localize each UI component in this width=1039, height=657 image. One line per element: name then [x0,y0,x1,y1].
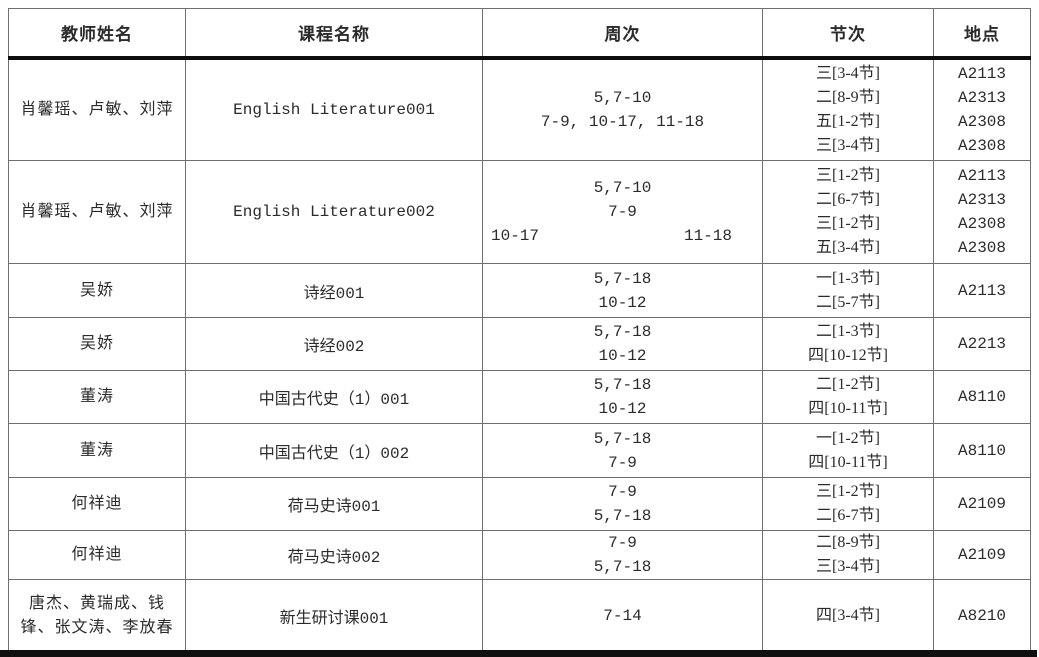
course-cell: English Literature002 [185,160,483,264]
header-row: 教师姓名 课程名称 周次 节次 地点 [8,8,1031,60]
column-header-periods: 节次 [762,8,934,60]
location-cell: A8210 [933,579,1031,653]
teacher-cell: 肖馨瑶、卢敏、刘萍 [8,57,186,161]
table-row: 董涛 中国古代史（1）002 5,7-18 7-9 一[1-2节] 四[10-11节… [8,423,1031,478]
weeks-cell: 5,7-18 10-12 [482,317,763,371]
periods-cell: 一[1-2节] 四[10-11节] [762,423,934,478]
location-cell: A2113 A2313 A2308 A2308 [933,57,1031,161]
table-header: 教师姓名 课程名称 周次 节次 地点 [8,8,1031,60]
teacher-cell: 何祥迪 [8,477,186,531]
weeks-cell: 7-14 [482,579,763,653]
table-row: 何祥迪 荷马史诗002 7-9 5,7-18 二[8-9节] 三[3-4节] A21… [8,530,1031,580]
teacher-cell: 董涛 [8,423,186,478]
course-cell: 荷马史诗001 [185,477,483,531]
teacher-cell: 吴娇 [8,263,186,318]
teacher-cell: 肖馨瑶、卢敏、刘萍 [8,160,186,264]
location-cell: A2109 [933,530,1031,580]
course-cell: 新生研讨课001 [185,579,483,653]
periods-cell: 一[1-3节] 二[5-7节] [762,263,934,318]
periods-cell: 三[3-4节] 二[8-9节] 五[1-2节] 三[3-4节] [762,57,934,161]
table-body: 肖馨瑶、卢敏、刘萍 English Literature001 5,7-10 7-… [8,57,1031,653]
location-cell: A2213 [933,317,1031,371]
table-row: 吴娇 诗经001 5,7-18 10-12 一[1-3节] 二[5-7节] A211… [8,263,1031,318]
periods-cell: 三[1-2节] 二[6-7节] 三[1-2节] 五[3-4节] [762,160,934,264]
location-cell: A2113 A2313 A2308 A2308 [933,160,1031,264]
column-header-weeks: 周次 [482,8,763,60]
periods-cell: 二[8-9节] 三[3-4节] [762,530,934,580]
column-header-location: 地点 [933,8,1031,60]
bottom-border-bar [0,650,1037,657]
weeks-cell: 7-9 5,7-18 [482,530,763,580]
weeks-cell: 5,7-18 10-12 [482,263,763,318]
periods-cell: 二[1-3节] 四[10-12节] [762,317,934,371]
table-row: 何祥迪 荷马史诗001 7-9 5,7-18 三[1-2节] 二[6-7节] A21… [8,477,1031,531]
weeks-cell: 7-9 5,7-18 [482,477,763,531]
column-header-teacher: 教师姓名 [8,8,186,60]
weeks-cell: 5,7-18 7-9 [482,423,763,478]
table-row: 肖馨瑶、卢敏、刘萍 English Literature001 5,7-10 7-… [8,57,1031,161]
course-cell: 荷马史诗002 [185,530,483,580]
table-row: 唐杰、黄瑞成、钱锋、张文涛、李放春 新生研讨课001 7-14 四[3-4节] … [8,579,1031,653]
periods-cell: 三[1-2节] 二[6-7节] [762,477,934,531]
course-cell: 中国古代史（1）002 [185,423,483,478]
teacher-cell: 董涛 [8,370,186,424]
table-row: 吴娇 诗经002 5,7-18 10-12 二[1-3节] 四[10-12节] A2… [8,317,1031,371]
weeks-cell: 5,7-18 10-12 [482,370,763,424]
course-cell: English Literature001 [185,57,483,161]
teacher-cell: 唐杰、黄瑞成、钱锋、张文涛、李放春 [8,579,186,653]
location-cell: A8110 [933,423,1031,478]
table-row: 董涛 中国古代史（1）001 5,7-18 10-12 二[1-2节] 四[10-1… [8,370,1031,424]
column-header-course: 课程名称 [185,8,483,60]
teacher-cell: 吴娇 [8,317,186,371]
periods-cell: 二[1-2节] 四[10-11节] [762,370,934,424]
weeks-cell: 5,7-10 7-9 10-17 11-18 [482,160,763,264]
periods-cell: 四[3-4节] [762,579,934,653]
table-row: 肖馨瑶、卢敏、刘萍 English Literature002 5,7-10 7-… [8,160,1031,264]
teacher-cell: 何祥迪 [8,530,186,580]
course-cell: 诗经002 [185,317,483,371]
schedule-table-wrap: 教师姓名 课程名称 周次 节次 地点 肖馨瑶、卢敏、刘萍 English Lit… [8,8,1031,653]
location-cell: A2113 [933,263,1031,318]
location-cell: A8110 [933,370,1031,424]
location-cell: A2109 [933,477,1031,531]
weeks-cell: 5,7-10 7-9, 10-17, 11-18 [482,57,763,161]
course-cell: 中国古代史（1）001 [185,370,483,424]
schedule-table: 教师姓名 课程名称 周次 节次 地点 肖馨瑶、卢敏、刘萍 English Lit… [8,8,1031,653]
course-cell: 诗经001 [185,263,483,318]
